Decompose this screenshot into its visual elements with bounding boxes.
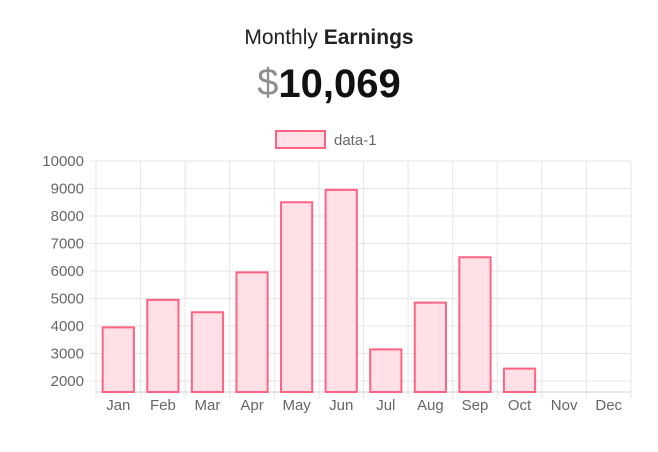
x-tick-label: Sep <box>462 397 489 414</box>
chart-legend[interactable]: data-1 <box>276 131 377 149</box>
x-tick-label: Jan <box>106 397 130 414</box>
y-tick-label: 8000 <box>51 208 84 225</box>
y-tick-label: 6000 <box>51 263 84 280</box>
legend-swatch[interactable] <box>276 131 325 148</box>
y-tick-label: 4000 <box>51 318 84 335</box>
bar-sep[interactable] <box>459 257 490 392</box>
x-tick-label: Feb <box>150 397 176 414</box>
x-tick-label: Mar <box>195 397 221 414</box>
bar-jan[interactable] <box>103 327 134 392</box>
y-tick-label: 10000 <box>42 153 84 170</box>
bar-oct[interactable] <box>504 369 535 392</box>
x-tick-label: May <box>282 397 311 414</box>
x-tick-label: Apr <box>240 397 263 414</box>
bar-may[interactable] <box>281 202 312 392</box>
y-tick-label: 5000 <box>51 291 84 308</box>
x-tick-label: Nov <box>551 397 578 414</box>
y-tick-label: 2000 <box>51 373 84 390</box>
x-tick-label: Jul <box>376 397 395 414</box>
bar-mar[interactable] <box>192 312 223 392</box>
y-axis-ticks: 10000 9000 8000 7000 6000 5000 4000 3000 2000 <box>42 153 84 390</box>
y-tick-label: 9000 <box>51 181 84 198</box>
bar-jul[interactable] <box>370 349 401 392</box>
bar-apr[interactable] <box>236 272 267 392</box>
y-tick-label: 3000 <box>51 346 84 363</box>
bar-feb[interactable] <box>147 300 178 392</box>
bar-jun[interactable] <box>326 190 357 392</box>
x-axis-ticks: Jan Feb Mar Apr May Jun Jul Aug Sep Oct Nov Dec <box>106 397 622 414</box>
x-tick-label: Dec <box>595 397 622 414</box>
bar-aug[interactable] <box>415 303 446 392</box>
x-tick-label: Oct <box>508 397 532 414</box>
y-tick-label: 7000 <box>51 236 84 253</box>
x-tick-label: Aug <box>417 397 444 414</box>
legend-label[interactable]: data-1 <box>334 132 377 149</box>
x-tick-label: Jun <box>329 397 353 414</box>
